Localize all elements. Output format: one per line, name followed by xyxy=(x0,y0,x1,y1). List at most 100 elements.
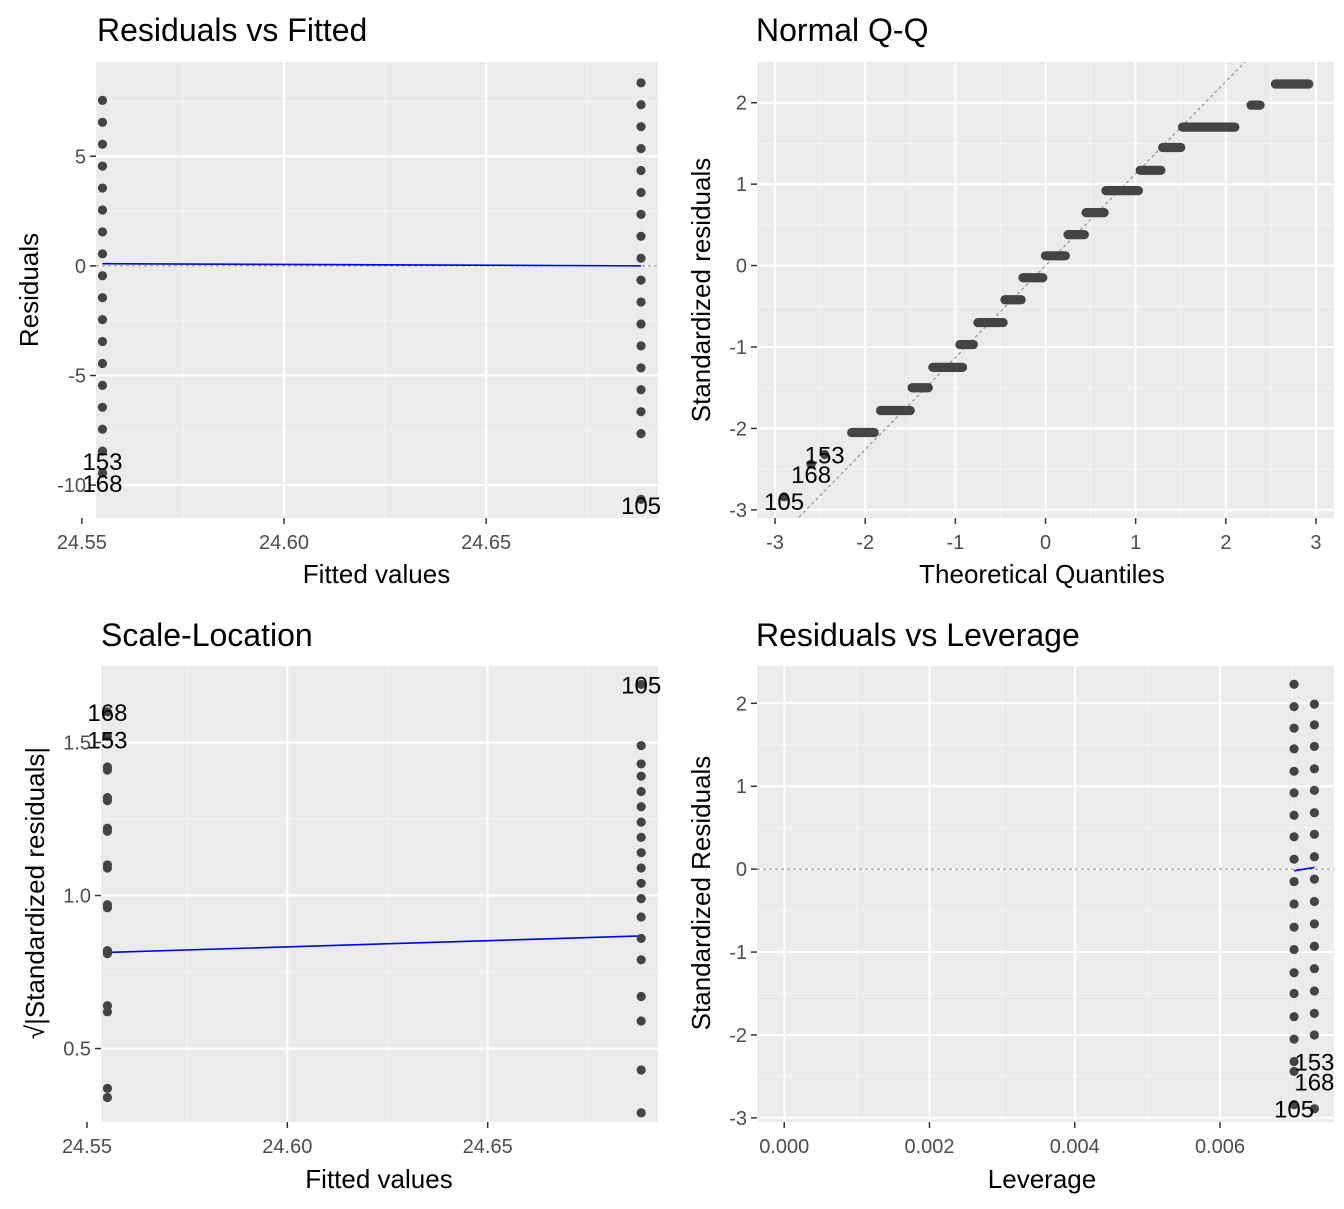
data-point xyxy=(636,832,646,842)
data-point xyxy=(1289,766,1299,776)
data-point xyxy=(1289,944,1299,955)
data-point xyxy=(636,165,646,176)
point-label: 168 xyxy=(1294,1069,1334,1096)
data-point xyxy=(97,117,108,127)
data-point xyxy=(1289,810,1299,820)
data-point xyxy=(636,848,646,858)
data-point xyxy=(102,1092,113,1103)
data-point xyxy=(636,297,646,307)
point-label: 153 xyxy=(805,442,845,469)
y-tick-label: 2 xyxy=(736,693,747,715)
data-point xyxy=(1289,988,1299,999)
data-point xyxy=(636,341,646,351)
x-axis-title: Theoretical Quantiles xyxy=(919,559,1165,589)
data-point xyxy=(636,933,646,943)
data-point xyxy=(636,231,646,241)
data-point xyxy=(97,161,108,171)
y-axis-title: Standardized Residuals xyxy=(686,756,716,1031)
data-point xyxy=(636,100,646,110)
data-point xyxy=(636,253,646,263)
data-point xyxy=(97,314,108,325)
x-axis-title: Fitted values xyxy=(305,1164,452,1194)
data-point xyxy=(102,707,113,717)
y-axis-title: Residuals xyxy=(14,233,44,347)
point-label: 105 xyxy=(621,493,661,520)
y-tick-label: 1.0 xyxy=(63,886,91,908)
x-tick-label: -1 xyxy=(946,532,964,554)
data-point xyxy=(97,249,108,259)
data-point xyxy=(1289,1012,1299,1022)
point-label: 168 xyxy=(791,462,831,489)
data-point xyxy=(97,95,108,105)
plot-content xyxy=(96,78,658,504)
data-point xyxy=(1309,829,1319,839)
y-tick-label: -1 xyxy=(729,942,747,964)
y-tick-label: -2 xyxy=(729,1025,747,1047)
x-tick-label: 24.55 xyxy=(57,532,107,554)
data-point xyxy=(102,863,113,873)
data-point xyxy=(636,817,646,827)
data-point xyxy=(1289,876,1299,887)
data-point xyxy=(1309,1104,1319,1114)
data-point xyxy=(1309,741,1319,752)
y-tick-label: -1 xyxy=(729,337,747,359)
y-tick-label: -2 xyxy=(729,418,747,440)
x-tick-label: 0.006 xyxy=(1195,1136,1245,1158)
y-tick-label: 1 xyxy=(736,776,747,798)
data-point xyxy=(1309,764,1319,774)
y-tick-label: 1 xyxy=(736,174,747,196)
y-tick-label: 0.5 xyxy=(63,1039,91,1061)
data-point xyxy=(1309,896,1319,907)
x-tick-label: -2 xyxy=(856,532,874,554)
x-tick-label: -3 xyxy=(766,532,784,554)
plot-content xyxy=(779,62,1314,518)
data-point xyxy=(1289,832,1299,842)
panel-scale-location: Scale-Location Fitted values √|Standardi… xyxy=(20,617,453,1194)
data-point xyxy=(102,1083,113,1093)
data-point xyxy=(779,492,789,502)
y-tick-label: 5 xyxy=(75,146,86,168)
data-point xyxy=(636,122,646,132)
data-point xyxy=(102,731,113,741)
panel-title: Normal Q-Q xyxy=(756,12,928,48)
data-point xyxy=(102,765,113,775)
data-point xyxy=(636,319,646,329)
data-point xyxy=(636,407,646,417)
y-tick-label: -3 xyxy=(729,500,747,522)
point-label: 105 xyxy=(764,489,804,516)
data-point xyxy=(636,143,646,154)
data-point xyxy=(636,385,646,395)
data-point xyxy=(1289,854,1299,864)
x-tick-label: 24.60 xyxy=(259,532,309,554)
data-point xyxy=(636,878,646,888)
data-point xyxy=(636,991,646,1002)
data-point xyxy=(97,271,108,281)
point-label: 153 xyxy=(82,449,122,476)
point-label: 168 xyxy=(87,700,127,727)
panel-background xyxy=(101,666,658,1122)
panel-residuals-vs-fitted: Residuals vs Fitted Fitted values Residu… xyxy=(14,12,450,589)
panel-title: Residuals vs Fitted xyxy=(97,12,367,48)
data-point xyxy=(1289,679,1299,689)
panel-residuals-vs-leverage: Residuals vs Leverage Leverage Standardi… xyxy=(686,617,1096,1194)
plot-content xyxy=(102,679,646,1118)
data-point xyxy=(97,424,108,434)
y-tick-label: 0 xyxy=(736,256,747,278)
data-point xyxy=(97,293,108,303)
point-label: 153 xyxy=(1294,1049,1334,1076)
data-point xyxy=(636,912,646,922)
data-point xyxy=(97,205,108,215)
data-point xyxy=(1289,1056,1299,1067)
data-point xyxy=(1289,788,1299,798)
y-tick-label: -5 xyxy=(68,366,86,388)
data-point xyxy=(1289,1099,1299,1110)
x-tick-label: 0.002 xyxy=(904,1136,954,1158)
x-axis-title: Fitted values xyxy=(303,559,450,589)
data-point xyxy=(1309,808,1319,818)
data-point xyxy=(636,494,646,504)
data-point xyxy=(102,826,113,836)
smooth-line xyxy=(107,935,642,954)
